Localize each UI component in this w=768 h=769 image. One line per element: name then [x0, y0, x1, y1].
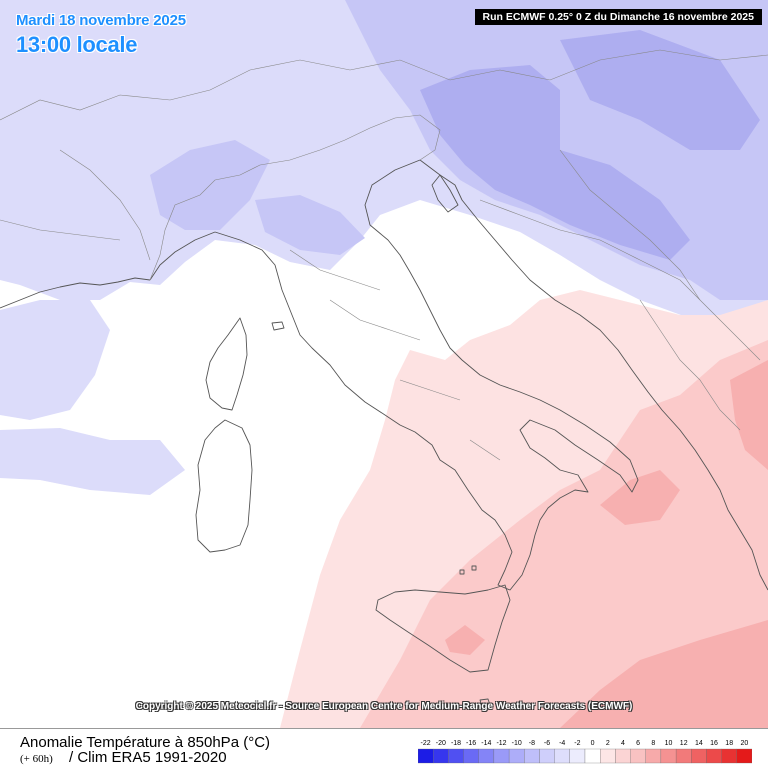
run-label: Run ECMWF 0.25° 0 Z du Dimanche 16 novem…: [474, 9, 762, 25]
legend-tick-label: -12: [496, 740, 506, 747]
anomaly-map: [0, 0, 768, 728]
legend-swatch: [508, 748, 525, 764]
legend-swatch: [569, 748, 586, 764]
aeolian-islands: [459, 565, 477, 575]
legend-tick-label: 20: [741, 740, 749, 747]
cold-anomaly-core-2: [560, 30, 760, 150]
legend-tick-label: 2: [606, 740, 610, 747]
legend-swatch: [721, 748, 737, 764]
legend-tick-label: 10: [665, 740, 673, 747]
sicily-coast: [375, 584, 511, 673]
country-borders: [0, 49, 768, 461]
legend-swatch: [524, 748, 540, 764]
climatology-label: / Clim ERA5 1991-2020: [69, 749, 227, 766]
coastlines: [0, 159, 768, 707]
italy-peninsula-coast: [214, 159, 639, 591]
legend-swatch: [539, 748, 555, 764]
legend-swatch: [600, 748, 616, 764]
legend-swatch: [478, 748, 495, 764]
legend-swatch: [448, 748, 464, 764]
elba-island: [271, 321, 285, 331]
warm-anomaly-deep: [560, 620, 768, 728]
border-regions-italy: [289, 249, 501, 461]
forecast-date: Mardi 18 novembre 2025: [16, 12, 186, 29]
sardinia-coast: [195, 419, 253, 553]
legend-tick-label: 12: [680, 740, 688, 747]
legend-tick-label: 18: [725, 740, 733, 747]
legend-swatch: [675, 748, 692, 764]
legend-tick-label: -20: [436, 740, 446, 747]
map-footer: Anomalie Température à 850hPa (°C) (+ 60…: [0, 728, 768, 769]
legend-swatch: [463, 748, 479, 764]
corsica-coast: [205, 317, 248, 411]
legend-tick-label: 16: [710, 740, 718, 747]
cold-anomaly-west: [0, 300, 110, 420]
legend-tick-label: -4: [559, 740, 565, 747]
border-alps: [149, 114, 441, 281]
legend-swatch: [736, 748, 752, 764]
france-coast: [0, 277, 151, 309]
legend-tick-label: 4: [621, 740, 625, 747]
cold-anomaly-core: [420, 65, 690, 260]
lead-time: (+ 60h): [20, 753, 53, 765]
cold-anomaly-sardinia-west: [0, 428, 185, 495]
border-central-europe: [0, 49, 768, 121]
cold-anomaly-po: [255, 195, 365, 255]
forecast-time: 13:00 locale: [16, 32, 138, 57]
warm-anomaly-sicily: [445, 625, 485, 655]
legend-tick-label: -16: [466, 740, 476, 747]
legend-tick-label: 14: [695, 740, 703, 747]
legend-tick-label: -14: [481, 740, 491, 747]
warm-anomaly-greece: [730, 360, 768, 470]
legend-tick-label: -22: [421, 740, 431, 747]
legend-swatch: [615, 748, 631, 764]
malta-island: [479, 698, 491, 707]
istria-coast: [431, 174, 459, 213]
border-balkans: [479, 199, 761, 361]
legend-tick-label: 6: [636, 740, 640, 747]
legend-swatch: [493, 748, 510, 764]
legend-tick-label: -10: [512, 740, 522, 747]
legend-swatch: [660, 748, 677, 764]
legend-tick-label: 0: [591, 740, 595, 747]
legend-swatch: [584, 748, 601, 764]
legend-swatch: [691, 748, 707, 764]
legend-swatch: [554, 748, 570, 764]
legend-tick-label: 8: [651, 740, 655, 747]
color-legend: -22 -20 -18 -16 -14 -12 -10 -8 -6 -4 -2 0 2 4 6 8 10 12 14…: [418, 740, 752, 764]
legend-tick-label: -2: [574, 740, 580, 747]
variable-title: Anomalie Température à 850hPa (°C): [20, 734, 271, 751]
warm-anomaly-ionian: [600, 470, 680, 525]
adriatic-east-coast: [419, 159, 768, 591]
ligurian-coast: [149, 231, 216, 281]
copyright-notice: Copyright © 2025 Meteociel.fr - Source E…: [135, 701, 633, 712]
legend-tick-label: -8: [529, 740, 535, 747]
legend-swatch: [630, 748, 646, 764]
border-france: [0, 149, 151, 261]
legend-swatch: [418, 748, 434, 764]
legend-swatch: [645, 748, 662, 764]
border-balkans-2: [559, 149, 741, 431]
legend-swatch: [433, 748, 449, 764]
legend-tick-label: -6: [544, 740, 550, 747]
legend-tick-label: -18: [451, 740, 461, 747]
legend-swatch: [706, 748, 722, 764]
